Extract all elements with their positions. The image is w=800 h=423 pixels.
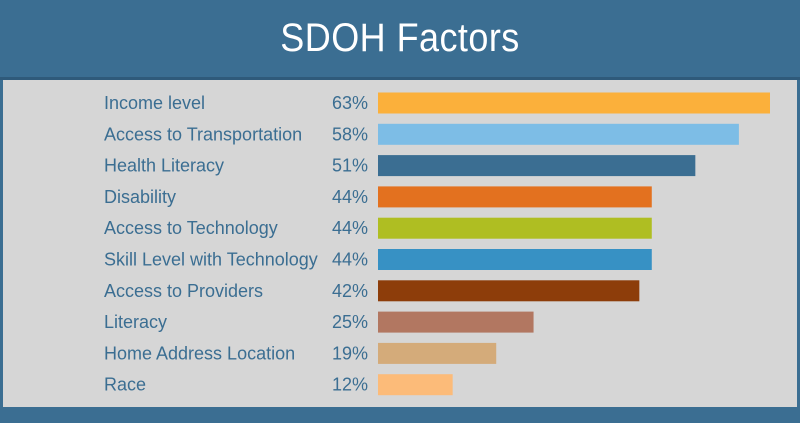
value-label: 12%: [332, 375, 368, 395]
category-label: Health Literacy: [104, 156, 224, 176]
bar: [378, 374, 453, 396]
category-label: Disability: [104, 187, 176, 207]
value-label: 19%: [332, 343, 368, 363]
bar: [378, 92, 770, 114]
bar: [378, 280, 640, 302]
bar: [378, 217, 652, 239]
category-label: Home Address Location: [104, 343, 295, 363]
value-label: 44%: [332, 250, 368, 270]
category-label: Access to Providers: [104, 281, 263, 301]
value-label: 58%: [332, 124, 368, 144]
category-label: Skill Level with Technology: [104, 250, 318, 270]
value-label: 44%: [332, 218, 368, 238]
bar: [378, 342, 497, 364]
value-label: 44%: [332, 187, 368, 207]
category-label: Access to Transportation: [104, 124, 302, 144]
bar: [378, 155, 696, 177]
chart-header: SDOH Factors: [0, 0, 800, 80]
bar: [378, 186, 652, 208]
chart-footer: [0, 407, 800, 423]
bar: [378, 311, 534, 333]
category-label: Race: [104, 375, 146, 395]
value-label: 25%: [332, 312, 368, 332]
bar: [378, 249, 652, 270]
value-label: 42%: [332, 281, 368, 301]
value-label: 63%: [332, 93, 368, 113]
category-label: Access to Technology: [104, 218, 278, 238]
category-label: Literacy: [104, 312, 167, 332]
category-label: Income level: [104, 93, 205, 113]
chart-title: SDOH Factors: [280, 16, 520, 60]
bar: [378, 123, 739, 145]
value-label: 51%: [332, 156, 368, 176]
